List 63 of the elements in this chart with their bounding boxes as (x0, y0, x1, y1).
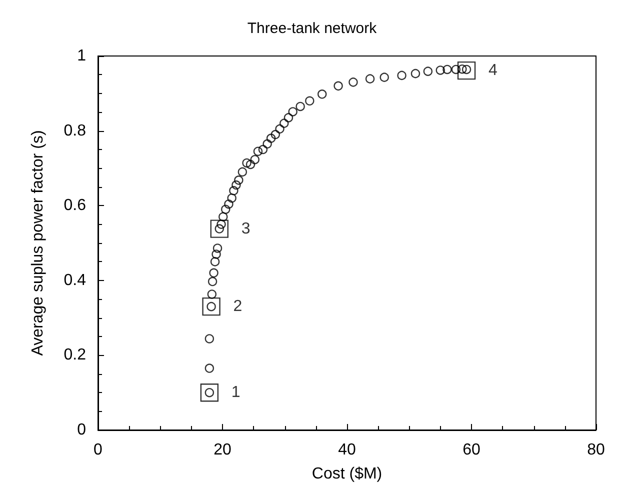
point (457, 61, 476, 80)
point (227, 194, 236, 203)
y-tick-label: 0 (77, 422, 86, 438)
point (242, 158, 252, 168)
point (250, 155, 260, 164)
point (410, 68, 420, 78)
y-tick-label: 0.4 (64, 272, 86, 289)
x-axis-title: Cost ($M) (312, 466, 382, 482)
point (284, 113, 294, 122)
point (212, 250, 221, 259)
annotation: 4 (488, 62, 498, 80)
point (202, 297, 220, 316)
point (209, 268, 218, 278)
point (253, 146, 263, 156)
point (246, 160, 256, 170)
point (423, 66, 433, 76)
x-tick-label: 0 (94, 442, 103, 458)
point (200, 384, 219, 402)
point (204, 364, 214, 373)
point (334, 81, 343, 91)
y-tick-label: 1 (77, 48, 86, 64)
point (262, 139, 272, 148)
y-tick-label: 0.6 (64, 197, 86, 214)
point (397, 70, 406, 80)
point (218, 212, 228, 222)
x-tick-label: 80 (587, 442, 605, 458)
point (232, 180, 241, 190)
point (224, 200, 234, 209)
point (234, 176, 244, 185)
y-tick-label: 0.8 (64, 122, 86, 140)
point (348, 78, 358, 87)
point (238, 167, 248, 177)
point (280, 118, 289, 128)
point (210, 220, 228, 238)
point (210, 257, 220, 266)
point (296, 102, 305, 112)
point (208, 276, 218, 286)
point (212, 244, 222, 253)
point (266, 134, 276, 143)
point (207, 290, 217, 299)
point (275, 124, 284, 134)
point (229, 186, 238, 196)
point (221, 204, 230, 214)
annotation: 1 (231, 384, 240, 402)
chart-title: Three-tank network (247, 20, 378, 37)
point (451, 64, 461, 74)
point (318, 90, 327, 99)
point (258, 144, 268, 154)
x-tick-label: 20 (214, 442, 232, 458)
x-tick-label: 40 (338, 442, 356, 458)
annotation: 3 (241, 220, 250, 238)
point (365, 74, 375, 84)
point (204, 334, 214, 344)
y-tick-label: 0.2 (64, 346, 86, 364)
point (380, 72, 389, 82)
point (436, 66, 445, 75)
point (442, 64, 452, 74)
y-axis-title: Average suplus power factor (s) (30, 130, 46, 356)
point (270, 130, 280, 140)
annotation: 2 (233, 298, 242, 316)
point (305, 96, 314, 106)
point (288, 107, 298, 116)
x-tick-label: 60 (462, 442, 480, 458)
